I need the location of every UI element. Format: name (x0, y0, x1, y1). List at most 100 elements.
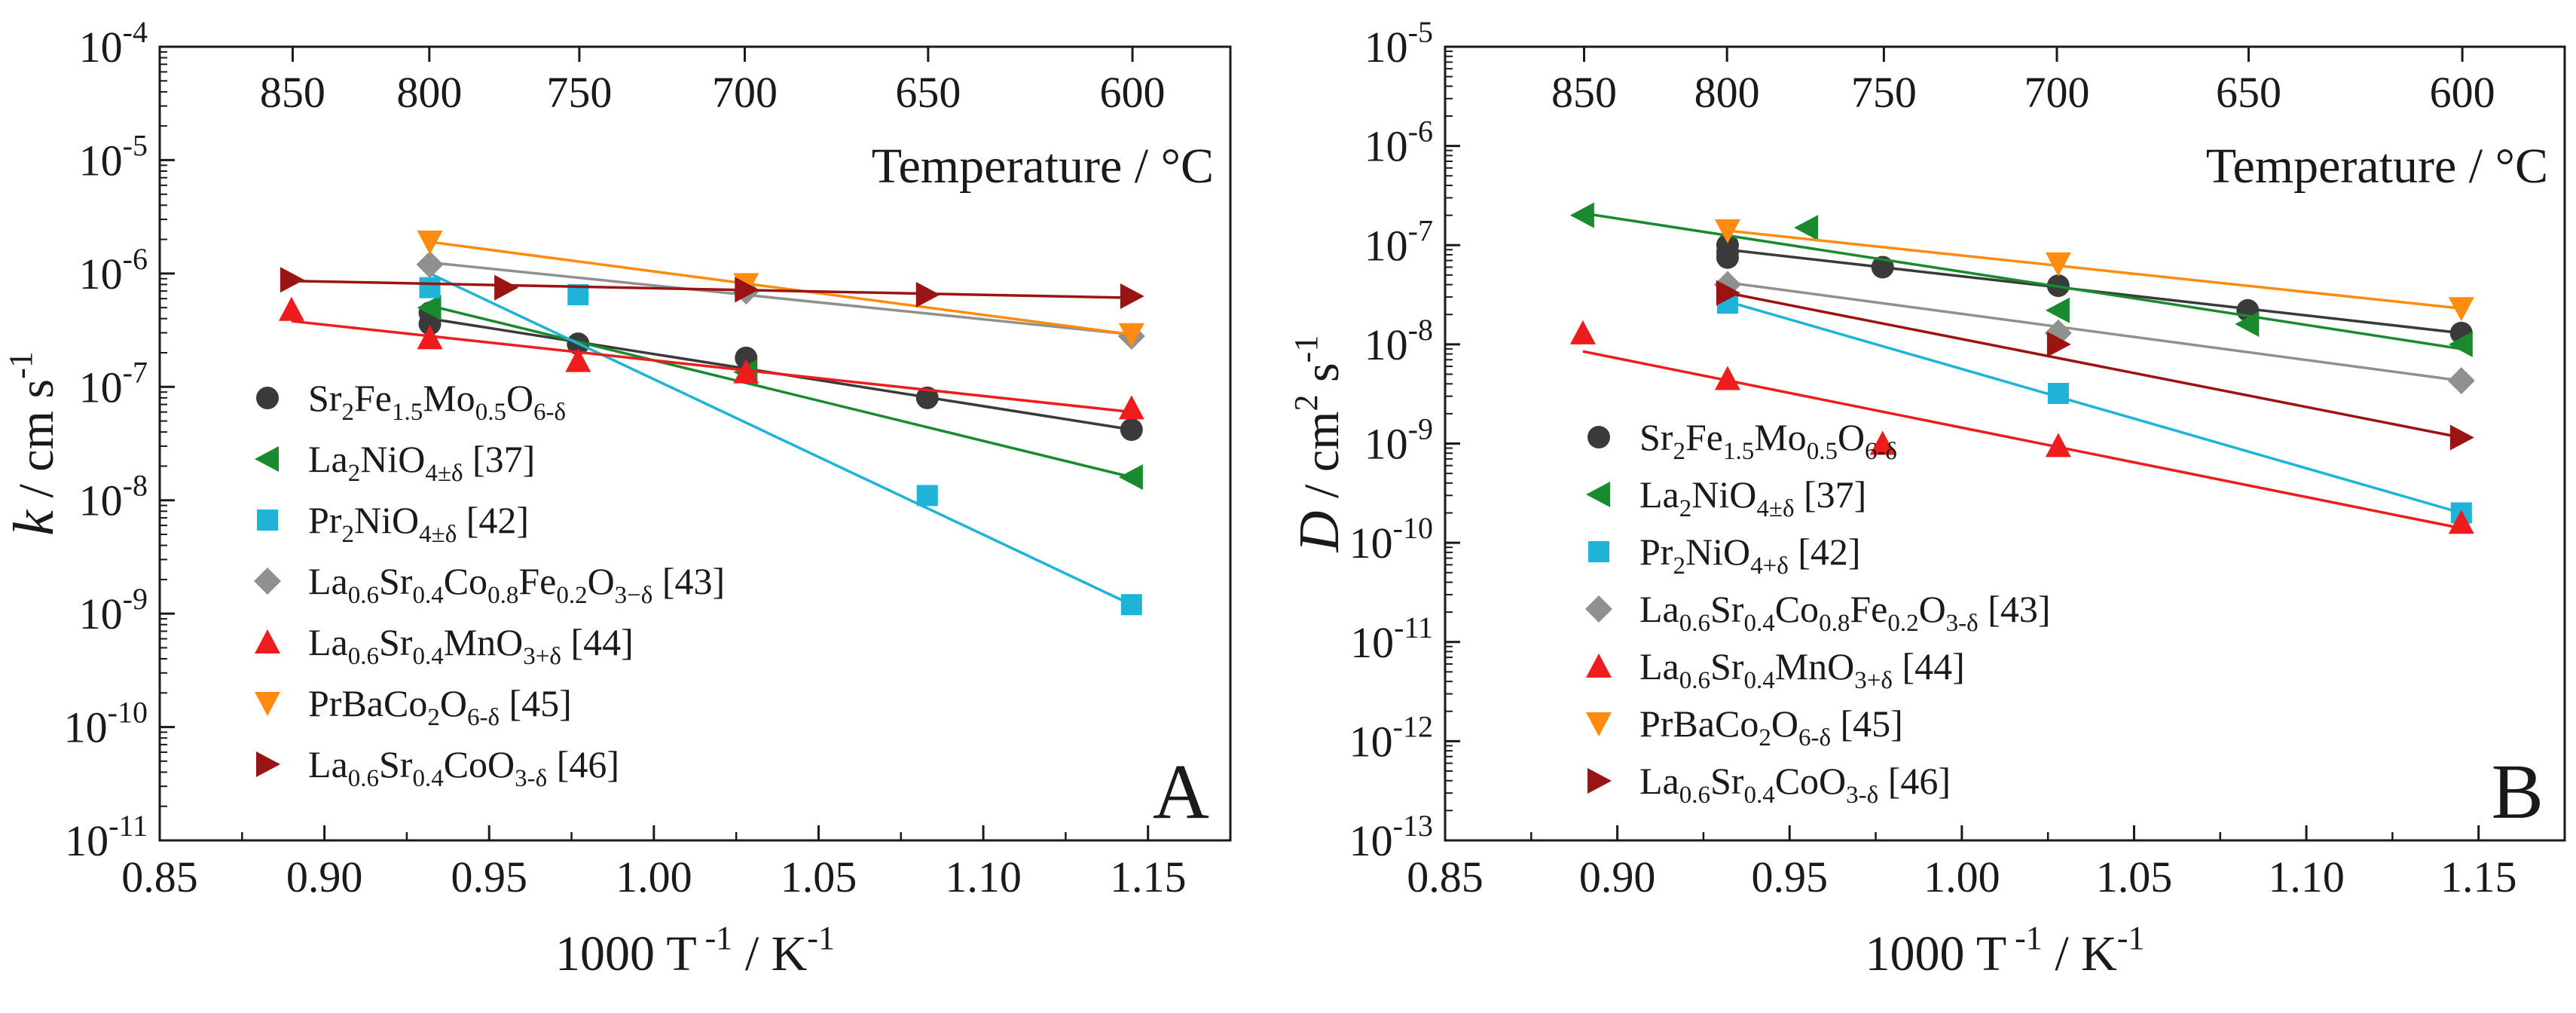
x-tick-label: 0.95 (1751, 852, 1828, 901)
legend-label: La0.6Sr0.4CoO3-δ [46] (1639, 760, 1951, 809)
data-point (1118, 464, 1143, 491)
legend-label: La0.6Sr0.4MnO3+δ [44] (1639, 645, 1965, 694)
series-6 (1716, 280, 2474, 451)
top-tick-label: 750 (546, 68, 612, 117)
legend-label: Pr2NiO4±δ [42] (308, 499, 529, 548)
y-tick-label: 10-9 (1364, 412, 1433, 469)
panel-letter: A (1153, 748, 1209, 835)
fit-line (1727, 300, 2462, 515)
data-point (417, 295, 442, 321)
legend-marker (255, 629, 280, 653)
legend-label: Pr2NiO4+δ [42] (1639, 531, 1861, 580)
top-tick-label: 800 (396, 68, 462, 117)
y-tick-label: 10-7 (79, 355, 148, 412)
fit-line (1582, 212, 2462, 350)
series-1 (1569, 202, 2473, 357)
data-point (735, 277, 759, 303)
data-point (2045, 297, 2070, 323)
y-tick-label: 10-8 (1364, 313, 1433, 369)
data-point (2448, 510, 2474, 534)
top-axis-title: Temperature / °C (872, 139, 1214, 194)
data-point (915, 386, 939, 409)
legend-marker (255, 692, 280, 716)
data-point (1120, 594, 1142, 616)
data-point (2046, 331, 2071, 357)
legend-label: La0.6Sr0.4MnO3+δ [44] (308, 621, 634, 670)
series-3 (1713, 271, 2475, 395)
legend-marker (1586, 653, 1612, 678)
legend-marker (1587, 768, 1612, 794)
data-point (1869, 430, 1896, 455)
panel-a-plot-frame (158, 45, 1232, 842)
legend-marker (1586, 482, 1610, 507)
data-point (278, 296, 304, 321)
legend-label: Sr2Fe1.5Mo0.5O6-δ (308, 377, 566, 426)
y-tick-label: 10-9 (79, 582, 148, 638)
top-tick-label: 650 (895, 68, 961, 117)
x-tick-label: 1.15 (2440, 852, 2517, 901)
data-point (916, 485, 938, 506)
legend-marker (257, 510, 278, 531)
panel-a: 0.85 0.90 0.95 1.00 1.05 1.10 1.15 10-11 10-10 10… (2, 15, 1232, 981)
data-point (1569, 320, 1596, 344)
legend-marker (1588, 541, 1609, 562)
x-tick-label: 1.00 (616, 852, 692, 901)
y-axis-title: k / cm s-1 (2, 351, 66, 536)
legend-marker (1587, 426, 1610, 448)
fit-line (429, 304, 1132, 479)
top-tick-label: 750 (1851, 68, 1917, 117)
x-tick-label: 0.95 (451, 852, 527, 901)
data-point (2448, 297, 2474, 322)
data-point (419, 277, 441, 298)
data-point (733, 359, 759, 384)
data-point (418, 312, 442, 335)
top-tick-label: 850 (260, 68, 325, 117)
top-tick-label: 600 (1100, 68, 1166, 117)
data-point (417, 325, 443, 350)
legend-label: La0.6Sr0.4Co0.8Fe0.2O3-δ [43] (1639, 588, 2051, 637)
data-point (2235, 311, 2260, 338)
x-tick-label: 1.00 (1924, 852, 2000, 901)
fit-line (429, 240, 1132, 336)
x-tick-label: 1.15 (1110, 852, 1187, 901)
x-tick-label: 1.10 (945, 852, 1022, 901)
y-axis-title: D / cm2 s-1 (1288, 335, 1351, 553)
top-tick-label: 850 (1551, 68, 1617, 117)
data-point (565, 347, 591, 372)
legend-label: La2NiO4±δ [37] (1639, 473, 1866, 522)
legend: Sr2Fe1.5Mo0.5O6-δ La2NiO4±δ [37] Pr2NiO4±δ… (254, 377, 725, 792)
y-tick-label: 10-10 (64, 696, 148, 752)
data-point (1714, 366, 1740, 390)
data-point (1118, 323, 1144, 347)
data-point (1714, 219, 1740, 244)
legend-label: La0.6Sr0.4CoO3-δ [46] (308, 743, 619, 792)
panel-letter: B (2492, 748, 2544, 835)
series-6 (280, 267, 1144, 310)
x-tick-label: 0.90 (286, 852, 363, 901)
data-point (2045, 433, 2071, 458)
data-point (2045, 252, 2071, 277)
top-tick-label: 700 (712, 68, 778, 117)
x-tick-label: 0.90 (1579, 852, 1656, 901)
fit-line (429, 272, 1132, 606)
data-point (2047, 383, 2069, 405)
x-tick-label: 1.10 (2268, 852, 2345, 901)
series-4 (278, 296, 1144, 420)
legend-label: La0.6Sr0.4Co0.8Fe0.2O3−δ [43] (308, 560, 725, 609)
x-axis-title: 1000 T -1 / K-1 (555, 920, 835, 981)
x-axis-title: 1000 T -1 / K-1 (1866, 920, 2145, 981)
y-tick-label: 10-11 (1350, 611, 1433, 667)
legend-marker (1585, 595, 1612, 623)
x-tick-label: 0.85 (121, 852, 198, 901)
top-tick-label: 800 (1694, 68, 1760, 117)
y-tick-label: 10-5 (1364, 15, 1433, 72)
y-tick-label: 10-4 (79, 15, 148, 72)
legend-marker (254, 568, 281, 595)
y-tick-label: 10-10 (1349, 511, 1433, 568)
data-point (1118, 395, 1144, 420)
y-tick-label: 10-13 (1349, 809, 1433, 865)
legend-marker (1586, 712, 1612, 736)
legend-label: PrBaCo2O6-δ [45] (1639, 702, 1903, 751)
panel-b: 0.85 0.90 0.95 1.00 1.05 1.10 1.15 10-13 10-12 10… (1288, 15, 2566, 981)
